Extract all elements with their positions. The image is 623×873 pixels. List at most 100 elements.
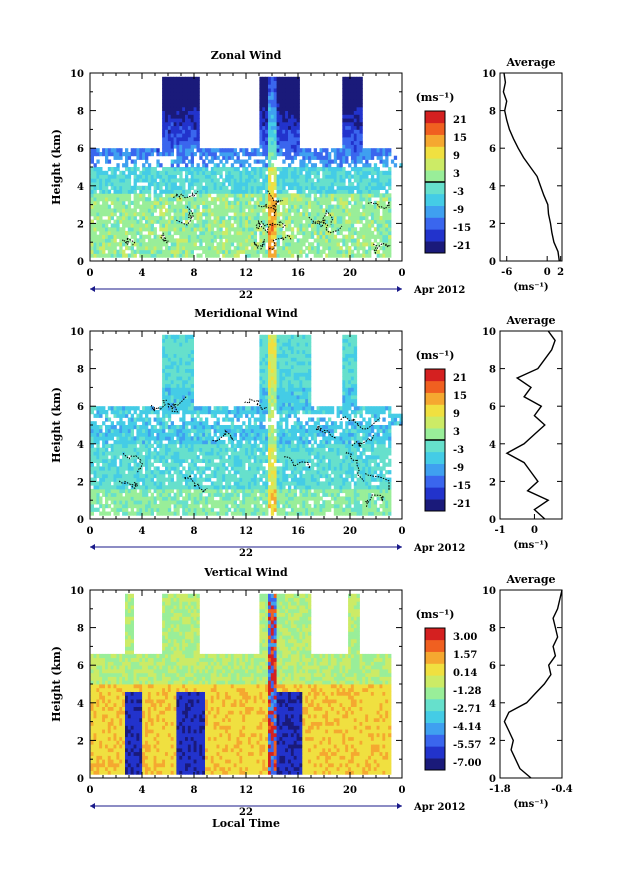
average-title: Average [505, 573, 555, 586]
average-y-tick-label: 4 [489, 182, 496, 193]
y-tick-label: 6 [77, 402, 84, 413]
colorbar-tick-label: -15 [453, 223, 471, 234]
colorbar-tick-label: -4.14 [453, 722, 482, 733]
x-tick-label: 8 [191, 268, 198, 279]
day-label: 22 [239, 290, 253, 301]
y-tick-label: 0 [77, 774, 84, 785]
average-x-tick-label: 0 [531, 525, 538, 536]
month-label: Apr 2012 [413, 285, 465, 296]
x-tick-label: 4 [139, 268, 146, 279]
x-tick-label: 16 [291, 785, 305, 796]
month-label: Apr 2012 [413, 802, 465, 813]
average-y-tick-label: 8 [489, 107, 496, 118]
average-x-unit: (ms⁻¹) [513, 282, 548, 293]
average-frame [499, 589, 563, 779]
x-tick-label: 8 [191, 526, 198, 537]
average-x-tick-label: 2 [557, 267, 564, 278]
average-y-tick-label: 4 [489, 440, 496, 451]
y-tick-label: 4 [77, 440, 84, 451]
colorbar-tick-label: -21 [453, 241, 471, 252]
average-x-tick-label: -0.4 [551, 784, 573, 795]
average-x-tick-label: 0 [544, 267, 551, 278]
y-tick-label: 4 [77, 182, 84, 193]
colorbar-tick-label: 21 [453, 373, 467, 384]
colorbar-tick-label: -3 [453, 187, 464, 198]
y-tick-label: 8 [77, 624, 84, 635]
average-y-tick-label: 2 [489, 477, 496, 488]
average-y-tick-label: 6 [489, 144, 496, 155]
colorbar-tick-label: -1.28 [453, 686, 482, 697]
colorbar-tick-label: 1.57 [453, 650, 477, 661]
average-x-tick-label: -1.8 [489, 784, 511, 795]
y-axis-label: Height (km) [50, 387, 63, 463]
average-y-tick-label: 4 [489, 699, 496, 710]
x-tick-label: 12 [239, 526, 253, 537]
y-tick-label: 2 [77, 736, 84, 747]
average-panel: Average 0 2 4 6 8 10 -1.8 -0.4(ms⁻¹) [482, 573, 573, 810]
average-y-tick-label: 10 [482, 586, 496, 597]
average-profile-line [505, 330, 556, 520]
x-tick-label: 16 [291, 526, 305, 537]
average-title: Average [505, 314, 555, 327]
y-tick-label: 6 [77, 144, 84, 155]
colorbar-tick-label: -7.00 [453, 758, 482, 769]
average-y-tick-label: 10 [482, 69, 496, 80]
average-y-tick-label: 0 [489, 774, 496, 785]
average-y-tick-label: 8 [489, 365, 496, 376]
month-label: Apr 2012 [413, 543, 465, 554]
x-tick-label: 4 [139, 785, 146, 796]
colorbar [425, 628, 445, 771]
colorbar-unit: (ms⁻¹) [416, 349, 455, 362]
x-tick-label: 20 [343, 526, 357, 537]
x-tick-label: 16 [291, 268, 305, 279]
x-tick-label: 20 [343, 268, 357, 279]
contour-lines [118, 395, 390, 507]
colorbar-tick-label: 15 [453, 133, 467, 144]
average-x-tick-label: -1 [494, 525, 505, 536]
colorbar-tick-label: 15 [453, 391, 467, 402]
colorbar-tick-label: -9 [453, 463, 464, 474]
average-y-tick-label: 8 [489, 624, 496, 635]
average-y-tick-label: 0 [489, 515, 496, 526]
colorbar-tick-label: 3 [453, 427, 460, 438]
average-frame [499, 330, 563, 520]
colorbar-unit: (ms⁻¹) [416, 91, 455, 104]
colorbar-tick-label: -2.71 [453, 704, 482, 715]
average-x-unit: (ms⁻¹) [513, 540, 548, 551]
heatmap-cells [90, 334, 403, 516]
colorbar-tick-label: 9 [453, 409, 460, 420]
x-tick-label: 0 [87, 526, 94, 537]
x-tick-label: 0 [87, 785, 94, 796]
colorbar-tick-label: -21 [453, 499, 471, 510]
average-y-tick-label: 6 [489, 661, 496, 672]
y-tick-label: 4 [77, 699, 84, 710]
x-tick-label: 0 [399, 526, 406, 537]
x-tick-label: 8 [191, 785, 198, 796]
day-label: 22 [239, 548, 253, 559]
average-y-tick-label: 10 [482, 327, 496, 338]
y-axis-label: Height (km) [50, 646, 63, 722]
average-x-unit: (ms⁻¹) [513, 799, 548, 810]
y-tick-label: 2 [77, 477, 84, 488]
average-y-tick-label: 2 [489, 736, 496, 747]
heatmap-cells [90, 76, 403, 258]
colorbar [425, 111, 445, 254]
x-tick-label: 12 [239, 268, 253, 279]
panel-title: Zonal Wind [211, 49, 282, 62]
average-profile-line [503, 589, 563, 779]
x-tick-label: 0 [399, 268, 406, 279]
y-tick-label: 0 [77, 515, 84, 526]
colorbar-tick-label: 3.00 [453, 632, 477, 643]
panel-title: Meridional Wind [194, 307, 298, 320]
colorbar-tick-label: 0.14 [453, 668, 477, 679]
y-tick-label: 8 [77, 365, 84, 376]
average-y-tick-label: 2 [489, 219, 496, 230]
average-profile-line [502, 72, 560, 262]
colorbar-tick-label: 21 [453, 115, 467, 126]
average-y-tick-label: 0 [489, 257, 496, 268]
x-tick-label: 4 [139, 526, 146, 537]
y-tick-label: 6 [77, 661, 84, 672]
